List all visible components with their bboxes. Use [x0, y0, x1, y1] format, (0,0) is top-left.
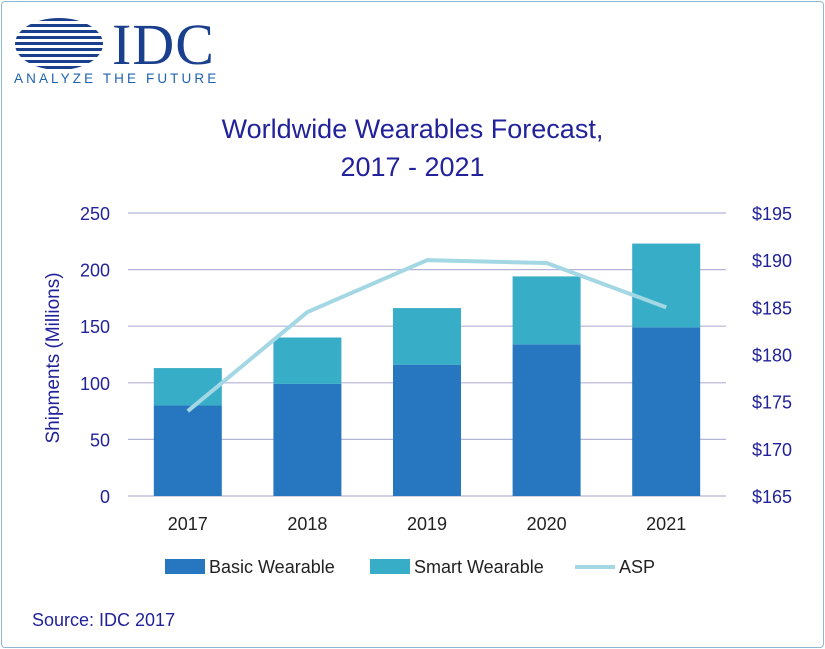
bar-smart-wearable — [512, 276, 581, 345]
y-tick-label: 150 — [80, 317, 110, 337]
logo-wordmark: IDC — [112, 12, 215, 77]
x-tick-label: 2017 — [168, 514, 208, 534]
legend-label: ASP — [619, 557, 655, 577]
legend-swatch-basic-wearable — [165, 559, 205, 574]
source-note: Source: IDC 2017 — [32, 610, 176, 630]
bar-smart-wearable — [632, 243, 701, 328]
bars — [153, 243, 701, 496]
asp-line-group — [186, 258, 667, 413]
legend-label: Basic Wearable — [209, 557, 335, 577]
legend-swatch-smart-wearable — [370, 559, 410, 574]
bar-smart-wearable — [273, 337, 342, 384]
y2-tick-label: $180 — [752, 346, 792, 366]
legend-label: Smart Wearable — [414, 557, 544, 577]
x-axis-ticks: 2017 2018 2019 2020 2021 — [168, 514, 686, 534]
bar-smart-wearable — [393, 308, 461, 365]
bar-basic-wearable — [512, 344, 581, 496]
y2-tick-label: $165 — [752, 487, 792, 507]
x-tick-label: 2018 — [287, 514, 327, 534]
x-tick-label: 2020 — [527, 514, 567, 534]
y2-tick-label: $190 — [752, 251, 792, 271]
y-axis-label: Shipments (Millions) — [43, 272, 64, 443]
bar-basic-wearable — [273, 383, 342, 496]
chart-title-line2: 2017 - 2021 — [340, 152, 485, 182]
y2-axis-ticks: $165 $170 $175 $180 $185 $190 $195 — [752, 204, 792, 507]
chart-title-line1: Worldwide Wearables Forecast, — [221, 114, 604, 144]
y2-tick-label: $185 — [752, 298, 792, 318]
x-tick-label: 2021 — [646, 514, 686, 534]
bar-basic-wearable — [393, 364, 461, 496]
y2-tick-label: $175 — [752, 393, 792, 413]
bar-basic-wearable — [632, 327, 701, 496]
y-tick-label: 100 — [80, 374, 110, 394]
y-axis-ticks: 0 50 100 150 200 250 — [80, 204, 110, 507]
chart-title: Worldwide Wearables Forecast, 2017 - 202… — [0, 110, 825, 186]
y2-tick-label: $195 — [752, 204, 792, 224]
y-tick-label: 250 — [80, 204, 110, 224]
bar-basic-wearable — [153, 405, 222, 496]
y-tick-label: 0 — [100, 487, 110, 507]
logo-tagline: ANALYZE THE FUTURE — [14, 71, 220, 86]
idc-logo: IDC ANALYZE THE FUTURE — [14, 12, 224, 87]
x-tick-label: 2019 — [407, 514, 447, 534]
bar-smart-wearable — [153, 368, 222, 406]
y-tick-label: 50 — [90, 430, 110, 450]
globe-icon — [15, 18, 103, 69]
y2-tick-label: $170 — [752, 440, 792, 460]
legend: Basic Wearable Smart Wearable ASP — [165, 557, 655, 577]
y-tick-label: 200 — [80, 261, 110, 281]
